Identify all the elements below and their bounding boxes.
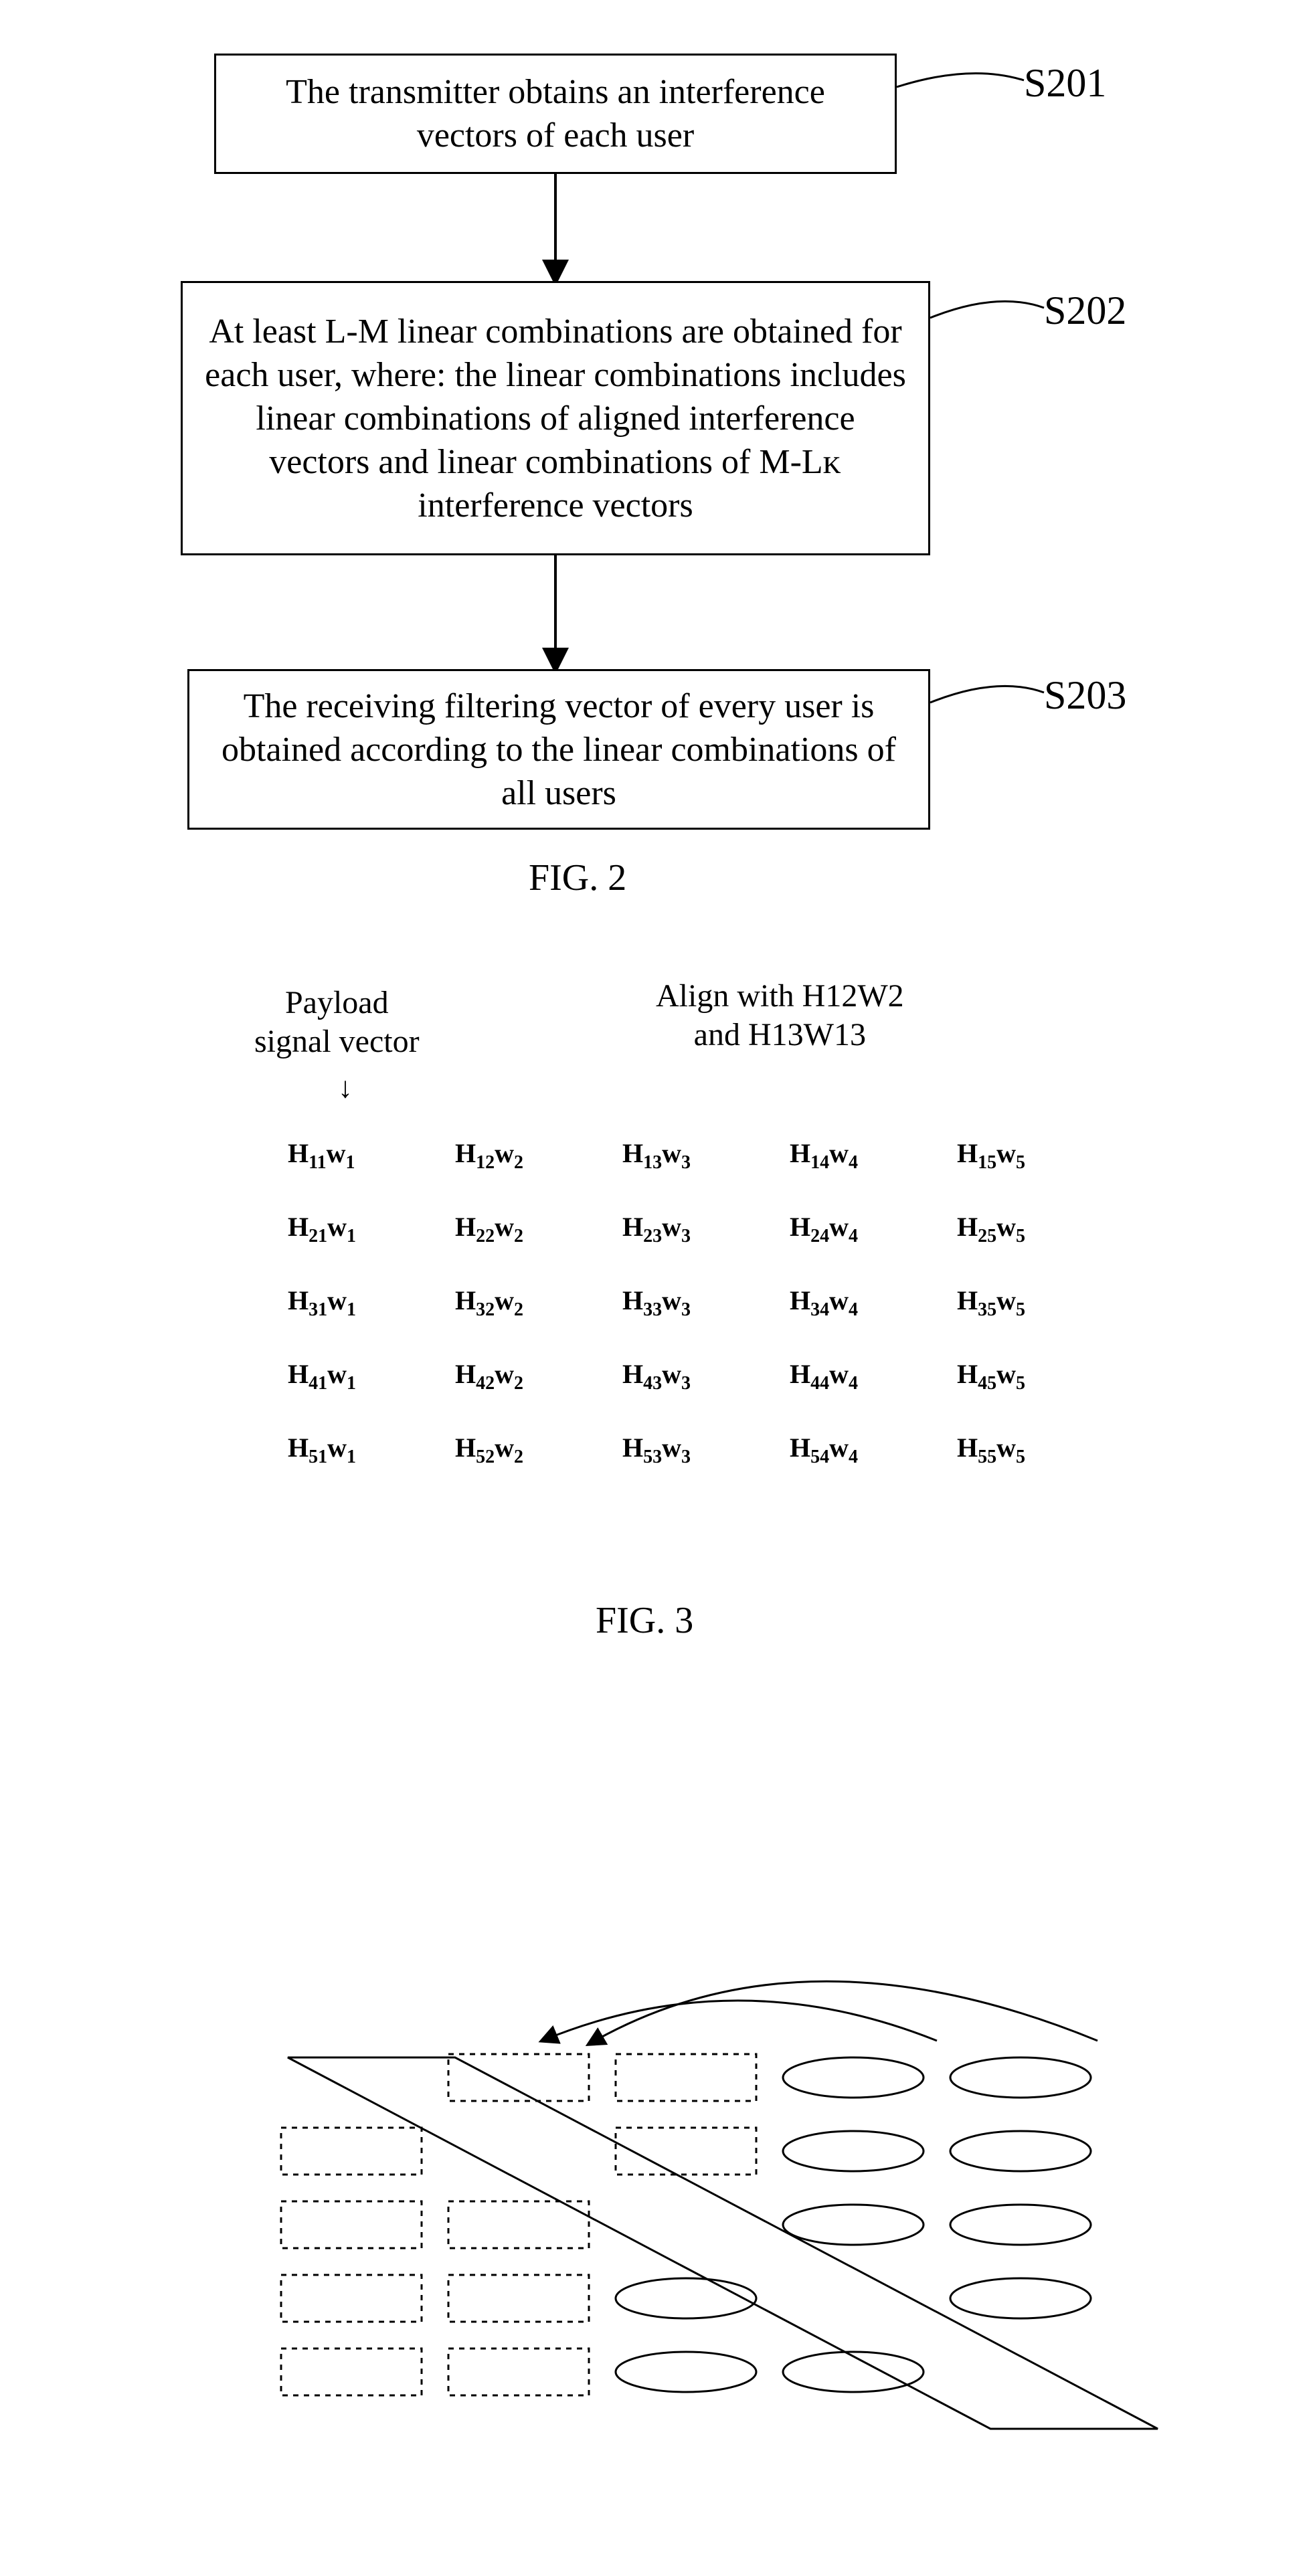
- matrix-cell: H55w5: [957, 1432, 1025, 1468]
- matrix-cell: H35w5: [957, 1285, 1025, 1321]
- align-label: Align with H12W2 and H13W13: [656, 977, 904, 1054]
- matrix-cell: H15w5: [957, 1137, 1025, 1174]
- matrix-cell: H52w2: [455, 1432, 523, 1468]
- matrix-cell: H34w4: [790, 1285, 858, 1321]
- payload-label: Payload signal vector: [254, 984, 420, 1061]
- matrix-cell: H31w1: [288, 1285, 356, 1321]
- flow-step-box-1: The transmitter obtains an interference …: [214, 54, 897, 174]
- matrix-cell: H44w4: [790, 1358, 858, 1394]
- down-arrow-icon: ↓: [338, 1071, 353, 1105]
- matrix-cell: H41w1: [288, 1358, 356, 1394]
- fig3-svg: [0, 1907, 1315, 2576]
- matrix-cell: H33w3: [622, 1285, 691, 1321]
- fig2-flowchart: The transmitter obtains an interference …: [0, 0, 1315, 923]
- matrix-cell: H11w1: [288, 1137, 355, 1174]
- matrix-cell: H54w4: [790, 1432, 858, 1468]
- matrix-cell: H42w2: [455, 1358, 523, 1394]
- matrix-cell: H21w1: [288, 1211, 356, 1247]
- flow-step-id: S203: [1044, 672, 1126, 719]
- flow-step-box-2: At least L-M linear combinations are obt…: [181, 281, 930, 555]
- matrix-cell: H43w3: [622, 1358, 691, 1394]
- fig3-caption: FIG. 3: [596, 1599, 693, 1642]
- matrix-cell: H32w2: [455, 1285, 523, 1321]
- matrix-cell: H13w3: [622, 1137, 691, 1174]
- matrix-cell: H51w1: [288, 1432, 356, 1468]
- flow-step-text: At least L-M linear combinations are obt…: [203, 310, 908, 527]
- matrix-cell: H53w3: [622, 1432, 691, 1468]
- flow-step-box-3: The receiving filtering vector of every …: [187, 669, 930, 830]
- matrix-cell: H23w3: [622, 1211, 691, 1247]
- fig2-caption: FIG. 2: [529, 856, 626, 899]
- flow-step-text: The transmitter obtains an interference …: [236, 70, 875, 157]
- matrix-cell: H25w5: [957, 1211, 1025, 1247]
- flow-step-text: The receiving filtering vector of every …: [209, 684, 908, 815]
- matrix-cell: H14w4: [790, 1137, 858, 1174]
- matrix-cell: H12w2: [455, 1137, 523, 1174]
- matrix-cell: H45w5: [957, 1358, 1025, 1394]
- matrix-cell: H24w4: [790, 1211, 858, 1247]
- matrix-cell: H22w2: [455, 1211, 523, 1247]
- flow-step-id: S202: [1044, 288, 1126, 334]
- flow-step-id: S201: [1024, 60, 1106, 106]
